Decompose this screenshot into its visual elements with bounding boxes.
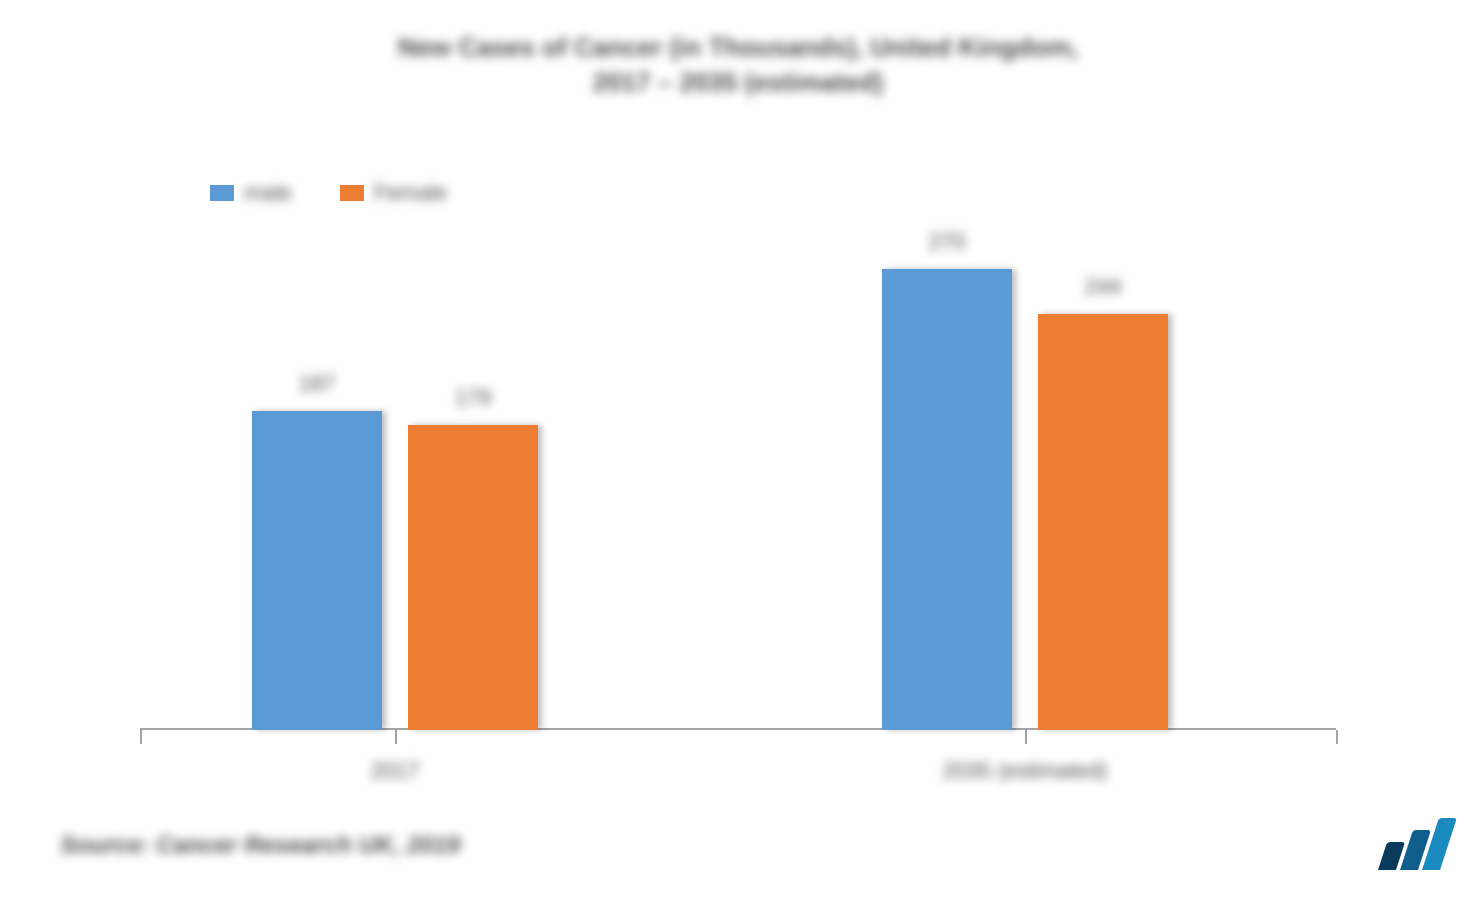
bar-value-label: 187 — [257, 371, 377, 397]
source-citation: Source: Cancer Research UK, 2019 — [60, 832, 460, 860]
bar-male — [882, 269, 1012, 730]
bar-value-label: 270 — [887, 229, 1007, 255]
logo-bar — [1422, 818, 1457, 870]
axis-tick — [1336, 730, 1338, 744]
bar-female — [1038, 314, 1168, 730]
bar-male — [252, 411, 382, 730]
category-label: 2017 — [371, 758, 420, 784]
category-label: 2035 (estimated) — [942, 758, 1107, 784]
bar-value-label: 179 — [413, 385, 533, 411]
axis-tick — [1025, 730, 1027, 744]
chart-title: New Cases of Cancer (in Thousands), Unit… — [0, 30, 1476, 100]
axis-tick — [140, 730, 142, 744]
brand-logo-icon — [1354, 812, 1440, 870]
plot-area: 18717920172702442035 (estimated) — [140, 150, 1336, 730]
axis-tick — [395, 730, 397, 744]
chart-title-line1: New Cases of Cancer (in Thousands), Unit… — [0, 30, 1476, 65]
bar-value-label: 244 — [1043, 274, 1163, 300]
chart-title-line2: 2017 – 2035 (estimated) — [0, 65, 1476, 100]
bar-female — [408, 425, 538, 730]
